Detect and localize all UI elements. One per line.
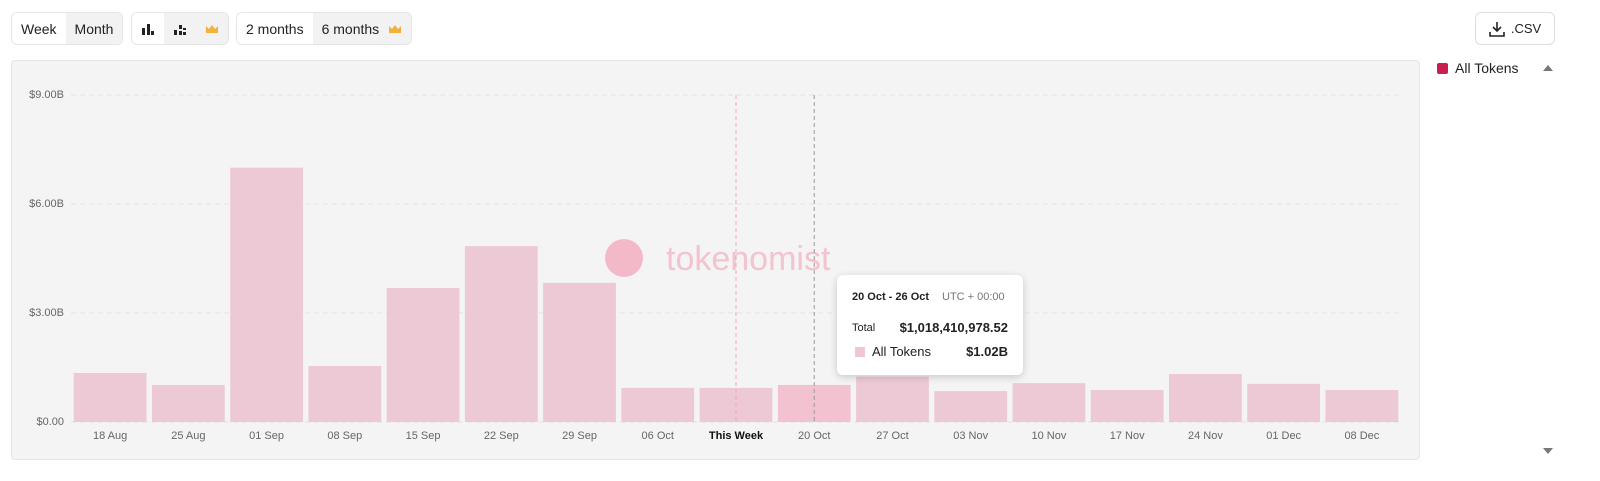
- bar: [1012, 383, 1086, 422]
- bar: [1247, 383, 1321, 422]
- bar: [386, 287, 460, 422]
- tooltip-total: $1,018,410,978.52: [899, 320, 1008, 335]
- bar: [230, 167, 303, 422]
- chart-panel: tokenomist $0.00 $3.00B $6.00B $9.00B 18 Aug…: [11, 60, 1420, 460]
- csv-label: .CSV: [1510, 21, 1542, 36]
- x-tick-label: 24 Nov: [1188, 430, 1223, 442]
- x-tick-label: 18 Aug: [93, 430, 127, 442]
- crown-icon: [389, 24, 402, 33]
- chart: tokenomist $0.00 $3.00B $6.00B $9.00B 18 Aug…: [29, 89, 1401, 442]
- bar-style-button[interactable]: [132, 13, 164, 44]
- x-tick-label: 25 Aug: [171, 430, 205, 442]
- watermark-logo: [605, 239, 643, 277]
- y-tick-label: $3.00B: [29, 307, 64, 319]
- scroll-up[interactable]: [1542, 64, 1554, 72]
- week-button[interactable]: Week: [21, 20, 57, 37]
- tooltip-series-value: $1.02B: [966, 344, 1008, 359]
- x-tick-label: 03 Nov: [953, 430, 988, 442]
- premium-button[interactable]: [196, 13, 228, 44]
- tooltip-title: 20 Oct - 26 Oct: [852, 291, 930, 303]
- crown-icon: [206, 24, 218, 33]
- bar: [856, 376, 929, 422]
- legend-label[interactable]: All Tokens: [1455, 60, 1519, 76]
- y-tick-label: $9.00B: [29, 89, 64, 101]
- month-button[interactable]: Month: [65, 13, 123, 44]
- x-tick-label: 27 Oct: [876, 430, 908, 442]
- csv-export-button[interactable]: .CSV: [1475, 12, 1555, 45]
- bar: [464, 246, 538, 422]
- six-months-button[interactable]: 6 months: [312, 13, 389, 44]
- bar-icon: [142, 23, 154, 35]
- x-tick-label: 17 Nov: [1110, 430, 1145, 442]
- tooltip-total-label: Total: [852, 322, 876, 334]
- x-tick-label: 08 Dec: [1344, 430, 1379, 442]
- x-tick-label: 10 Nov: [1032, 430, 1067, 442]
- premium-button[interactable]: [388, 13, 412, 44]
- x-tick-label: 29 Sep: [562, 430, 597, 442]
- bar: [1169, 374, 1242, 422]
- watermark: tokenomist: [666, 240, 831, 278]
- scroll-down[interactable]: [1542, 447, 1554, 455]
- bar: [934, 391, 1008, 422]
- bar: [621, 387, 695, 422]
- y-tick-label: $6.00B: [29, 198, 64, 210]
- tooltip-timezone: UTC + 00:00: [942, 291, 1005, 303]
- download-icon: [1489, 21, 1505, 37]
- y-tick-label: $0.00: [36, 416, 64, 428]
- bar: [308, 366, 382, 422]
- legend: All Tokens: [1437, 60, 1519, 76]
- range-toggle: 2 months 6 months: [236, 12, 413, 45]
- tooltip-series-name: All Tokens: [872, 344, 932, 359]
- two-months-button[interactable]: 2 months: [246, 20, 304, 37]
- chart-style-toggle: [131, 12, 229, 45]
- bar: [1325, 390, 1399, 422]
- x-tick-label: 22 Sep: [484, 430, 519, 442]
- stacked-icon: [174, 24, 186, 35]
- x-tick-label: 08 Sep: [327, 430, 362, 442]
- legend-swatch: [1437, 62, 1448, 74]
- bar: [151, 384, 225, 422]
- bar: [543, 282, 616, 422]
- tooltip-swatch: [855, 347, 865, 357]
- period-toggle: Week Month: [11, 12, 124, 45]
- x-tick-label: 01 Sep: [249, 430, 284, 442]
- bar: [1090, 390, 1164, 422]
- x-tick-label: 06 Oct: [642, 430, 674, 442]
- x-tick-label: This Week: [709, 430, 764, 442]
- x-tick-label: 15 Sep: [406, 430, 441, 442]
- tooltip: 20 Oct - 26 Oct UTC + 00:00 Total $1,018…: [837, 275, 1023, 375]
- x-tick-label: 01 Dec: [1266, 430, 1301, 442]
- stacked-style-button[interactable]: [164, 13, 196, 44]
- x-tick-label: 20 Oct: [798, 430, 830, 442]
- bar: [73, 372, 147, 422]
